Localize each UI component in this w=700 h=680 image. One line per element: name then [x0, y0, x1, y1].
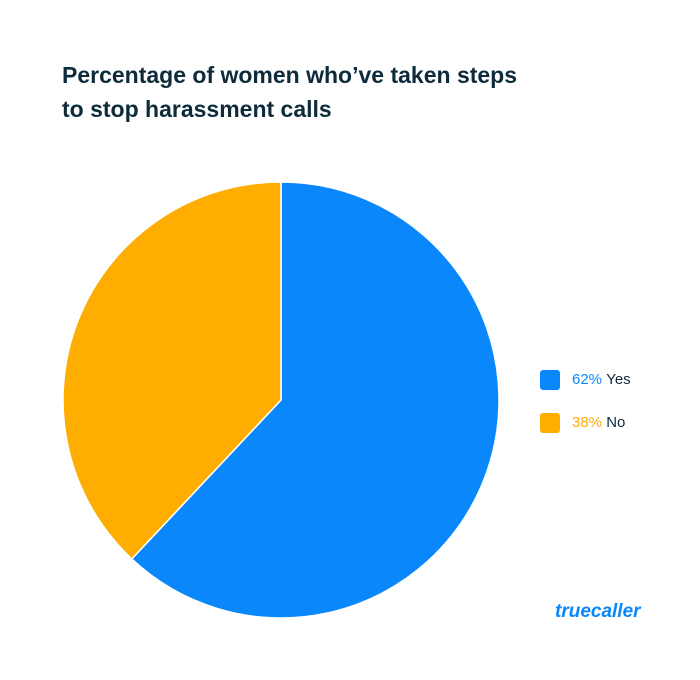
- legend-label: 62% Yes: [572, 371, 631, 388]
- pie-slice: [130, 181, 500, 619]
- pie-slice: [62, 181, 282, 560]
- brand-logo: truecaller: [555, 601, 642, 622]
- chart-title: Percentage of women who’ve taken steps t…: [62, 62, 518, 122]
- legend-label: 38% No: [572, 414, 625, 431]
- legend-category: No: [606, 414, 625, 431]
- legend-swatch: [540, 370, 560, 390]
- legend-value: 62%: [572, 371, 602, 388]
- legend-category: Yes: [606, 371, 630, 388]
- legend-value: 38%: [572, 414, 602, 431]
- legend-swatch: [540, 413, 560, 433]
